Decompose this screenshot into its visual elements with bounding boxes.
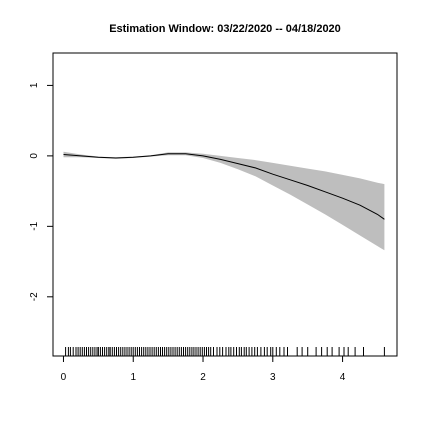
x-tick-label: 4	[340, 372, 346, 383]
y-tick-label: -2	[29, 292, 40, 301]
x-tick-label: 3	[270, 372, 276, 383]
chart-title: Estimation Window: 03/22/2020 -- 04/18/2…	[109, 23, 341, 35]
series-line-layer	[63, 153, 385, 220]
y-tick-label: 1	[29, 82, 40, 88]
plot-area	[52, 52, 398, 357]
confidence-band	[63, 151, 385, 251]
x-tick-label: 1	[130, 372, 136, 383]
x-axis: 0 1 2 3 4	[61, 355, 346, 383]
smooth-line	[63, 153, 385, 220]
rug-layer	[65, 347, 385, 356]
y-axis: -2 -1 0 1	[29, 82, 54, 301]
x-tick-label: 2	[200, 372, 206, 383]
y-tick-label: -1	[29, 221, 40, 230]
y-tick-label: 0	[29, 153, 40, 159]
x-tick-label: 0	[61, 372, 67, 383]
confidence-band-layer	[63, 151, 385, 251]
